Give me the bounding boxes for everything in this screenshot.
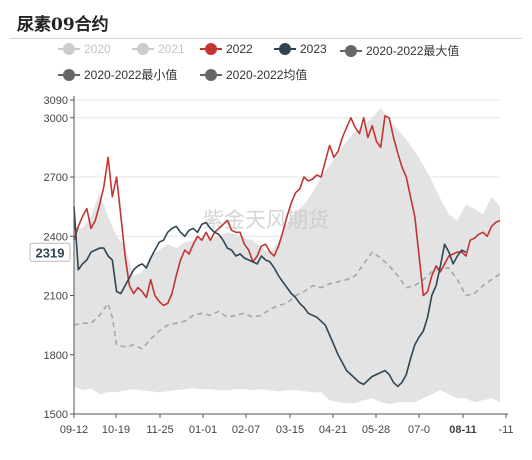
legend-item-2[interactable]: 2022 <box>200 42 253 56</box>
x-tick-label: 02-07 <box>232 424 260 436</box>
legend-label: 2022 <box>226 42 253 56</box>
legend-item-0[interactable]: 2020 <box>58 42 111 56</box>
legend-label: 2023 <box>300 42 327 56</box>
y-pointer-label: 2319 <box>36 245 65 260</box>
legend-label: 2020 <box>84 42 111 56</box>
legend-marker-icon <box>200 43 222 55</box>
legend-marker-icon <box>200 68 222 81</box>
legend-marker-icon <box>58 43 80 55</box>
legend-label: 2020-2022最大值 <box>366 44 460 58</box>
y-tick-label: 3090 <box>44 95 68 107</box>
x-tick-label: 04-21 <box>319 424 347 436</box>
y-tick-label: 3000 <box>44 113 68 125</box>
x-tick-label: 10-19 <box>102 424 130 436</box>
legend-item-4[interactable]: 2020-2022最大值 <box>340 42 459 59</box>
title-divider <box>10 38 522 39</box>
series-line-2020-2022均值 <box>73 251 501 350</box>
x-tick-label: 11-25 <box>146 424 173 436</box>
legend-marker-icon <box>132 43 154 55</box>
x-tick-label: 03-15 <box>276 424 304 436</box>
min-max-range-band <box>74 107 500 405</box>
x-tick-label: 07-0 <box>408 424 430 436</box>
y-tick-label: 2400 <box>44 231 68 243</box>
y-tick-label: 2700 <box>44 172 68 184</box>
series-line-2023 <box>73 206 467 388</box>
watermark-text: 紫金天风期货 <box>203 208 329 232</box>
x-tick-label: 05-28 <box>362 424 390 436</box>
legend-item-5[interactable]: 2020-2022最小值 <box>58 66 177 83</box>
legend-label: 2020-2022最小值 <box>84 68 178 82</box>
x-tick-label: -11 <box>498 424 513 436</box>
y-pointer-box <box>29 242 71 262</box>
legend-item-6[interactable]: 2020-2022均值 <box>200 66 307 83</box>
legend-marker-icon <box>340 44 362 57</box>
legend-label: 2020-2022均值 <box>226 68 308 82</box>
legend-marker-icon <box>58 68 80 81</box>
chart-title: 尿素09合约 <box>17 15 109 35</box>
legend: 2020 2021 2022 2023 2020-2022最大值 2020-2022最小值… <box>0 0 532 90</box>
legend-marker-icon <box>274 43 296 55</box>
y-tick-label: 2100 <box>44 291 68 303</box>
legend-item-1[interactable]: 2021 <box>132 42 185 56</box>
x-tick-label: 01-01 <box>189 424 217 436</box>
x-tick-label: 09-12 <box>60 424 88 436</box>
x-tick-label: 08-11 <box>449 424 477 436</box>
series-line-2022 <box>73 115 501 307</box>
y-tick-label: 1800 <box>44 350 68 362</box>
legend-label: 2021 <box>158 42 185 56</box>
y-tick-label: 1500 <box>44 409 68 421</box>
legend-item-3[interactable]: 2023 <box>274 42 327 56</box>
